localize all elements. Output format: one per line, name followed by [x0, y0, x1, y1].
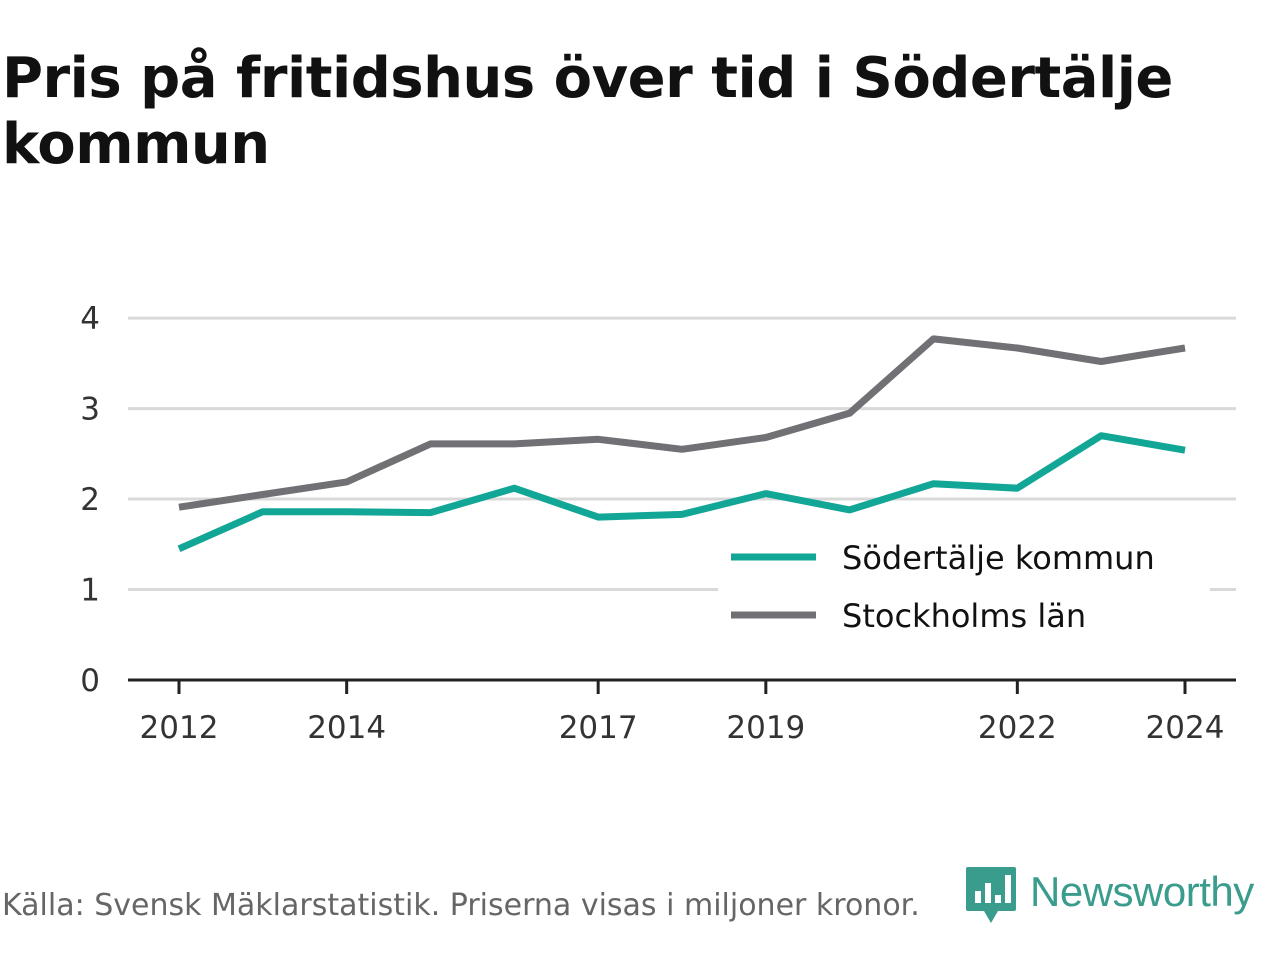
legend-label: Stockholms län	[842, 597, 1086, 635]
x-tick-label: 2017	[559, 710, 638, 746]
legend: Södertälje kommun Stockholms län	[718, 525, 1210, 650]
x-tick-label: 2024	[1146, 710, 1225, 746]
x-axis-ticks: 2012 2014 2017 2019 2022 2024	[128, 678, 1236, 746]
x-tick-label: 2019	[726, 710, 805, 746]
source-note: Källa: Svensk Mäklarstatistik. Priserna …	[2, 888, 920, 923]
y-tick-label: 2	[80, 482, 100, 518]
x-tick-label: 2014	[307, 710, 386, 746]
series-line-stockholm	[178, 335, 1186, 511]
chart-title: Pris på fritidshus över tid i Södertälje…	[2, 46, 1173, 177]
series-line-sodertalje	[177, 432, 1186, 553]
brand-logo: Newsworthy	[964, 864, 1254, 928]
x-tick-label: 2022	[978, 710, 1057, 746]
legend-background	[718, 525, 1210, 650]
y-tick-label: 0	[80, 663, 100, 699]
y-tick-label: 4	[80, 301, 100, 337]
brand-name: Newsworthy	[1030, 868, 1254, 915]
series-lines	[177, 335, 1186, 553]
y-axis-tick-labels: 0 1 2 3 4	[80, 301, 100, 699]
x-tick-label: 2012	[140, 710, 219, 746]
y-tick-label: 3	[80, 392, 100, 428]
y-tick-label: 1	[80, 573, 100, 609]
bar-chart-speech-bubble-icon	[966, 867, 1016, 923]
legend-label: Södertälje kommun	[842, 539, 1155, 577]
